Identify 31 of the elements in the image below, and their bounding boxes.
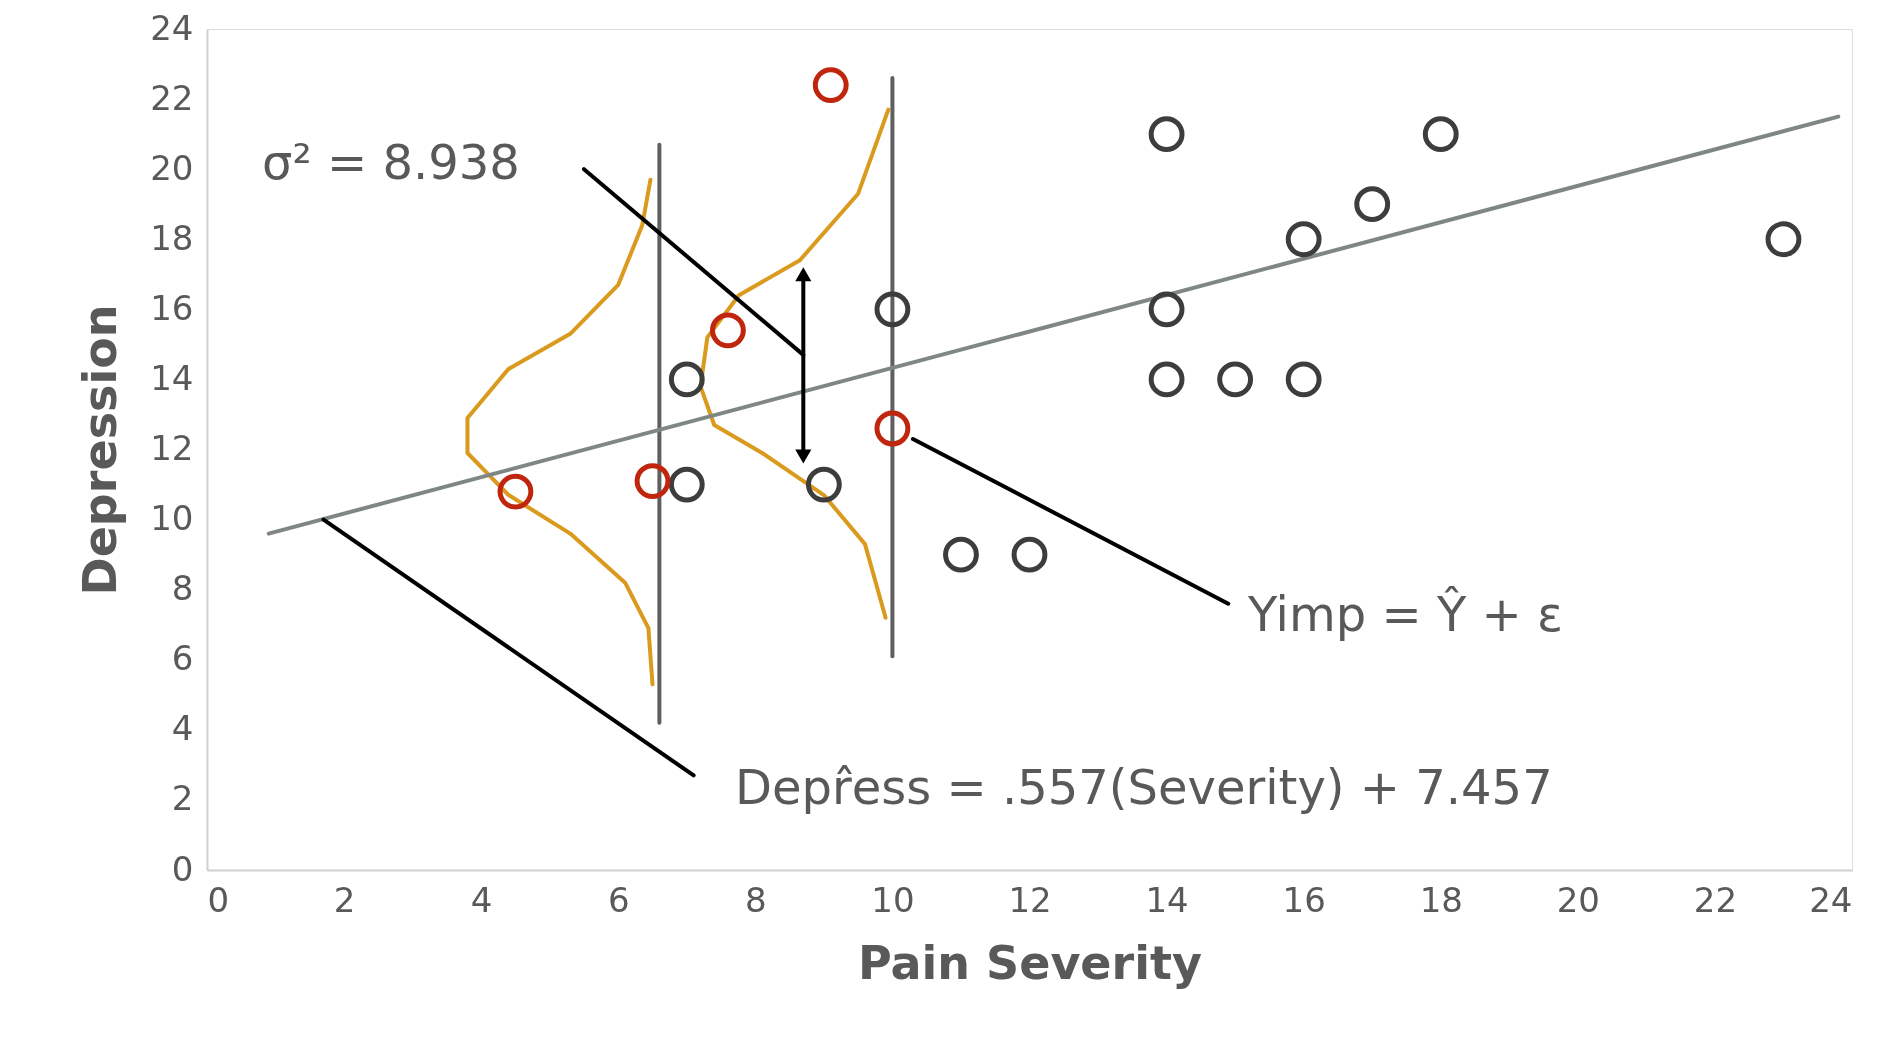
x-tick-label: 4 [470, 879, 493, 920]
annotation: Yimp = Ŷ + ε [1247, 586, 1563, 642]
x-tick-label: 14 [1145, 879, 1189, 920]
y-tick-label: 10 [150, 498, 194, 539]
x-tick-label: 16 [1282, 879, 1326, 920]
y-tick-label: 14 [150, 357, 194, 398]
y-tick-label: 18 [150, 217, 194, 258]
annotation: Depr̂ess = .557(Severity) + 7.457 [735, 759, 1553, 815]
x-tick-label: 24 [1809, 879, 1853, 920]
y-tick-label: 16 [150, 287, 194, 328]
y-tick-label: 0 [171, 848, 194, 889]
y-tick-label: 4 [171, 708, 194, 749]
y-tick-label: 2 [171, 778, 194, 819]
y-tick-label: 20 [150, 147, 194, 188]
x-tick-label: 0 [207, 879, 230, 920]
x-tick-label: 2 [333, 879, 356, 920]
y-tick-label: 12 [150, 428, 194, 468]
y-axis-title: Depression [73, 304, 128, 596]
x-tick-label: 6 [607, 879, 630, 920]
y-tick-label: 8 [171, 568, 194, 609]
x-tick-label: 12 [1008, 879, 1052, 920]
y-tick-label: 22 [150, 77, 194, 118]
x-axis-title: Pain Severity [858, 935, 1202, 990]
x-tick-label: 20 [1556, 879, 1600, 920]
y-tick-label: 24 [150, 7, 194, 48]
y-tick-label: 6 [171, 638, 194, 679]
x-tick-label: 8 [745, 879, 767, 920]
x-tick-label: 18 [1419, 879, 1463, 920]
x-tick-label: 10 [871, 879, 915, 920]
annotation: σ² = 8.938 [262, 134, 520, 190]
x-tick-label: 22 [1693, 879, 1738, 920]
